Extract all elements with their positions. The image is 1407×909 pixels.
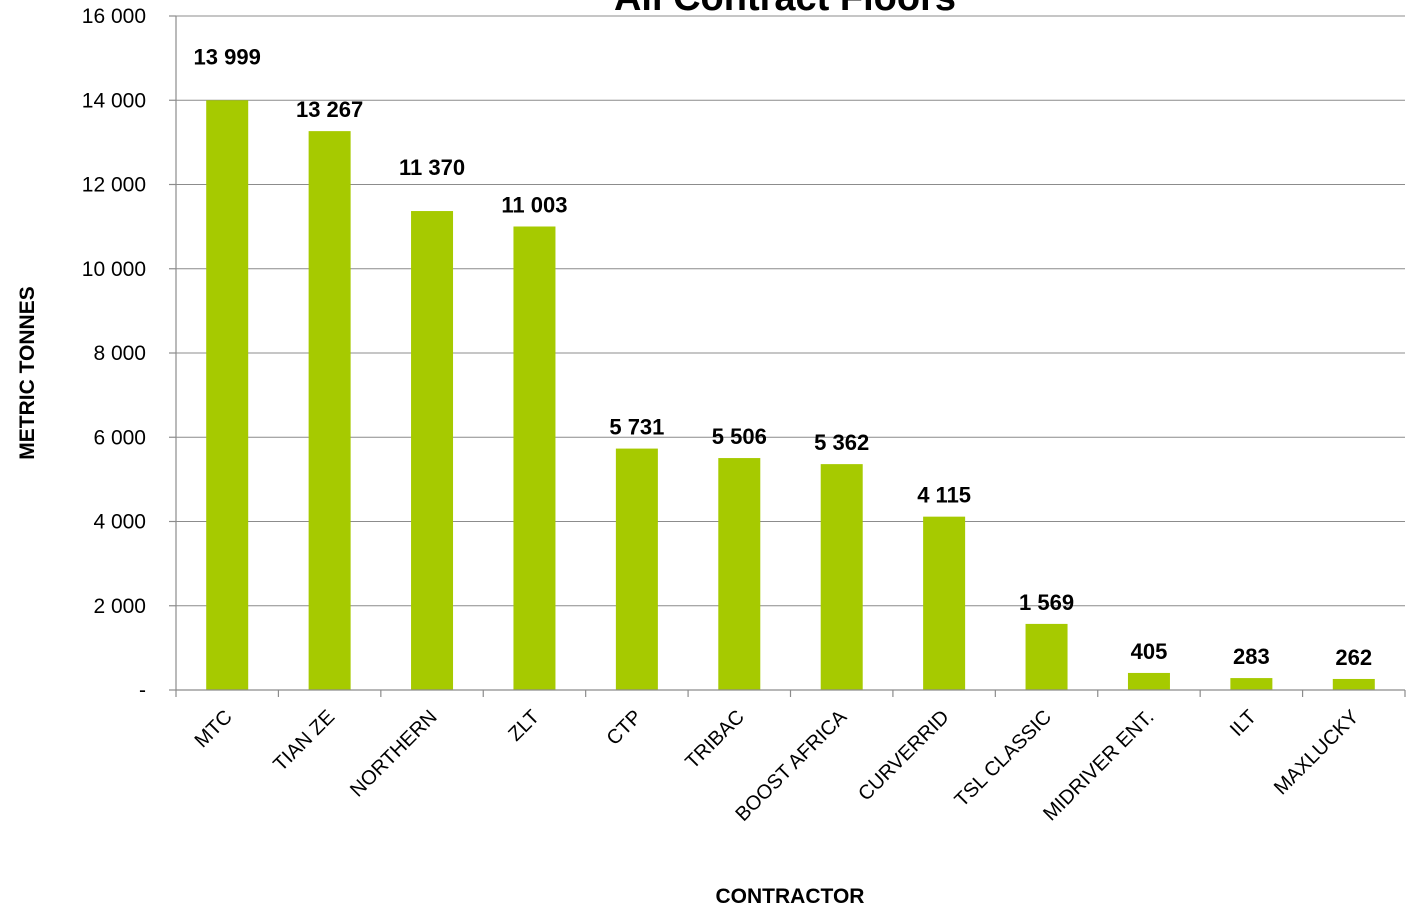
x-tick-label: TRIBAC [681, 706, 748, 773]
data-label: 5 506 [712, 424, 767, 449]
y-tick-label: 2 000 [93, 595, 146, 618]
x-tick-label: NORTHERN [346, 706, 441, 801]
bars [206, 100, 1375, 691]
x-axis-title: CONTRACTOR [716, 885, 865, 908]
bar [820, 464, 863, 690]
x-tick-label: ZLT [504, 706, 544, 746]
data-label: 1 569 [1019, 590, 1074, 615]
data-label: 405 [1131, 639, 1168, 664]
bar [1025, 623, 1068, 690]
bar [1332, 678, 1375, 690]
data-label: 283 [1233, 644, 1270, 669]
y-tick-label: 16 000 [82, 5, 146, 28]
y-tick-label: 10 000 [82, 258, 146, 281]
data-label: 4 115 [917, 483, 971, 508]
x-tick-label: TSL CLASSIC [951, 706, 1056, 811]
data-label: 13 267 [296, 97, 363, 122]
y-tick-label: 14 000 [82, 89, 146, 112]
bar [1230, 678, 1273, 690]
data-label: 13 999 [194, 44, 261, 69]
bar [718, 458, 761, 690]
x-tick-label: CTP [603, 706, 647, 750]
bar [206, 100, 249, 691]
y-tick-label: 8 000 [93, 342, 146, 365]
data-label: 11 370 [399, 155, 465, 180]
y-axis-title: METRIC TONNES [16, 286, 39, 459]
bar [1127, 672, 1170, 690]
x-tick-label: CURVERRID [854, 706, 953, 805]
x-tick-label: MAXLUCKY [1270, 706, 1363, 799]
x-tick-label: ILT [1226, 706, 1261, 741]
data-label: 5 362 [814, 430, 869, 455]
bar [923, 516, 966, 690]
bar [411, 211, 454, 690]
data-label: 11 003 [501, 192, 567, 217]
data-labels: 13 999 13 267 11 370 11 003 5 731 5 506 5 362 4… [194, 44, 1373, 670]
bar [615, 448, 658, 690]
x-tick-label: MIDRIVER ENT. [1039, 706, 1158, 825]
gridlines [176, 15, 1405, 607]
y-tick-label: 12 000 [82, 174, 146, 197]
x-tick-label: TIAN ZE [269, 706, 339, 776]
x-tick-label: MTC [191, 706, 237, 752]
y-tick-label: 6 000 [93, 426, 146, 449]
y-tick-label: 4 000 [93, 511, 146, 534]
data-label: 262 [1335, 645, 1372, 670]
y-tick-label: - [139, 679, 146, 702]
bar [308, 131, 351, 690]
y-axis-ticks: - 2 000 4 000 6 000 8 000 10 000 12 000 14 000 1… [82, 5, 176, 702]
data-label: 5 731 [609, 415, 664, 440]
x-tick-label: BOOST AFRICA [731, 706, 851, 826]
bar [513, 226, 556, 690]
chart-title: All Contract Floors [614, 0, 956, 19]
